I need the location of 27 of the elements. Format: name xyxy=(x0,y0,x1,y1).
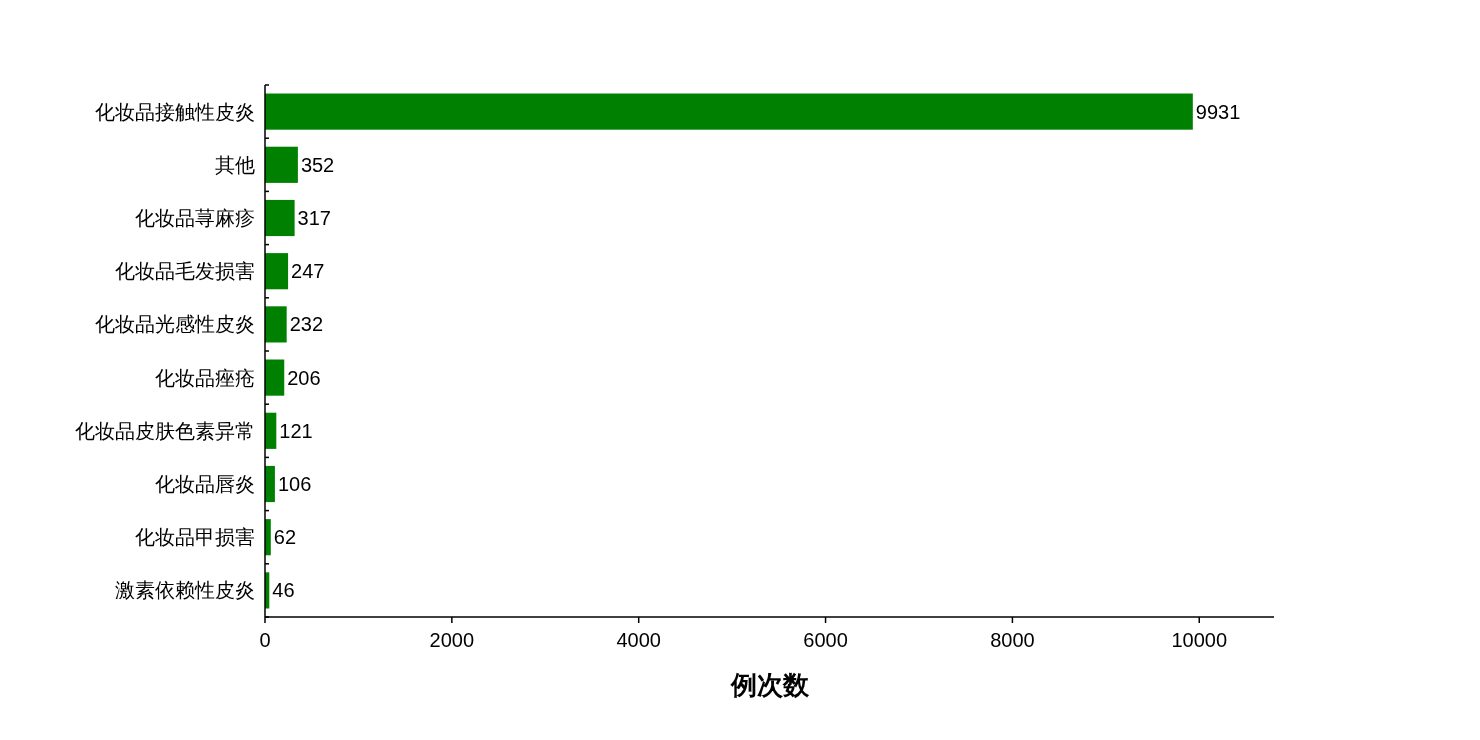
y-tick-label: 化妆品甲损害 xyxy=(135,526,255,549)
x-axis-title: 例次数 xyxy=(729,670,810,700)
data-label: 206 xyxy=(287,366,321,389)
y-tick-label: 其他 xyxy=(215,153,255,176)
x-tick-label: 10000 xyxy=(1171,629,1228,651)
x-tick-label: 8000 xyxy=(990,629,1035,651)
data-label: 106 xyxy=(277,473,312,495)
y-tick-label: 化妆品光感性皮炎 xyxy=(95,313,255,336)
data-label: 317 xyxy=(297,207,331,229)
data-label: 121 xyxy=(279,419,313,442)
y-tick-label: 化妆品唇炎 xyxy=(155,473,255,495)
data-label: 9931 xyxy=(1195,100,1241,123)
data-label: 62 xyxy=(273,526,297,549)
y-tick-label: 激素依赖性皮炎 xyxy=(115,579,255,602)
y-tick-label: 化妆品接触性皮炎 xyxy=(95,100,255,123)
x-tick-label: 0 xyxy=(259,629,271,651)
data-label: 352 xyxy=(300,153,335,176)
x-tick-label: 4000 xyxy=(616,629,661,651)
y-tick-label: 化妆品毛发损害 xyxy=(115,260,255,283)
data-label: 46 xyxy=(272,579,295,602)
x-tick-label: 6000 xyxy=(803,629,848,651)
y-tick-label: 化妆品皮肤色素异常 xyxy=(75,419,255,442)
y-tick-label: 化妆品痤疮 xyxy=(155,366,255,389)
data-label: 247 xyxy=(291,260,325,283)
x-tick-label: 2000 xyxy=(429,629,475,651)
y-tick-label: 化妆品荨麻疹 xyxy=(135,207,255,229)
data-label: 232 xyxy=(289,313,324,336)
